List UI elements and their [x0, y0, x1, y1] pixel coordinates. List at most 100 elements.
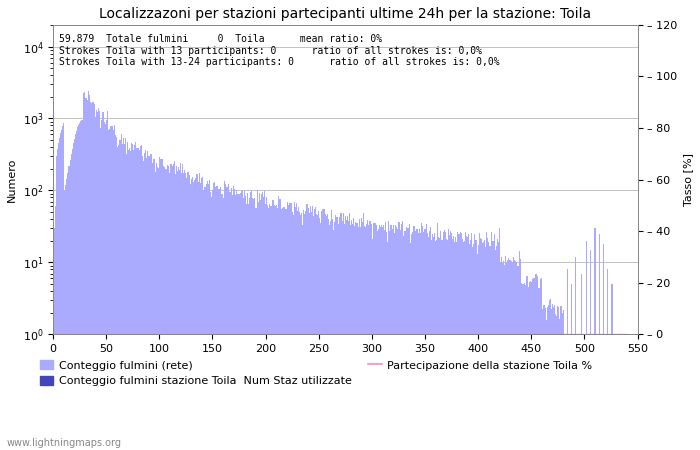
- Bar: [106, 111, 108, 450]
- Bar: [402, 221, 403, 450]
- Bar: [330, 221, 331, 450]
- Bar: [477, 245, 479, 450]
- Bar: [266, 198, 267, 450]
- Bar: [195, 178, 196, 450]
- Bar: [496, 246, 497, 450]
- Bar: [96, 110, 97, 450]
- Bar: [244, 191, 245, 450]
- Bar: [58, 143, 59, 450]
- Bar: [377, 231, 378, 450]
- Bar: [88, 91, 89, 450]
- Bar: [340, 213, 342, 450]
- Bar: [319, 218, 321, 450]
- Bar: [482, 243, 483, 450]
- Bar: [397, 229, 398, 450]
- Bar: [620, 334, 621, 450]
- Bar: [469, 244, 470, 450]
- Bar: [602, 334, 603, 450]
- Bar: [568, 334, 569, 450]
- Bar: [215, 187, 216, 450]
- Bar: [550, 299, 551, 450]
- Bar: [120, 134, 122, 450]
- Bar: [125, 138, 126, 450]
- Bar: [209, 180, 210, 450]
- Bar: [383, 225, 384, 450]
- Bar: [190, 179, 192, 450]
- Bar: [405, 230, 407, 450]
- Bar: [421, 223, 422, 450]
- Bar: [360, 218, 362, 450]
- Bar: [450, 230, 451, 450]
- Bar: [612, 334, 614, 450]
- Bar: [133, 150, 134, 450]
- Bar: [586, 241, 587, 450]
- Bar: [247, 194, 248, 450]
- Bar: [75, 135, 76, 450]
- Bar: [118, 145, 120, 450]
- Bar: [356, 223, 358, 450]
- Bar: [517, 266, 518, 450]
- Bar: [454, 242, 455, 450]
- Bar: [155, 163, 157, 450]
- Bar: [438, 237, 440, 450]
- Bar: [112, 126, 113, 450]
- Bar: [528, 282, 530, 450]
- Bar: [100, 128, 102, 450]
- Bar: [543, 305, 545, 450]
- Bar: [533, 278, 534, 450]
- Bar: [410, 243, 411, 450]
- Bar: [116, 137, 118, 450]
- Bar: [237, 194, 239, 450]
- Bar: [490, 246, 491, 450]
- Bar: [583, 334, 584, 450]
- Bar: [457, 232, 458, 450]
- Bar: [500, 262, 501, 450]
- Bar: [346, 220, 347, 450]
- Bar: [254, 198, 256, 450]
- Bar: [304, 214, 305, 450]
- Bar: [499, 228, 500, 450]
- Bar: [136, 148, 137, 450]
- Bar: [570, 334, 571, 450]
- Bar: [233, 186, 235, 450]
- Bar: [59, 138, 60, 450]
- Bar: [582, 334, 583, 450]
- Bar: [575, 256, 576, 450]
- Bar: [228, 184, 229, 450]
- Bar: [299, 212, 300, 450]
- Bar: [261, 194, 262, 450]
- Bar: [92, 102, 93, 450]
- Bar: [316, 214, 317, 450]
- Bar: [188, 175, 190, 450]
- Bar: [624, 334, 625, 450]
- Bar: [574, 334, 575, 450]
- Bar: [194, 180, 195, 450]
- Bar: [286, 209, 288, 450]
- Bar: [480, 238, 481, 450]
- Bar: [391, 229, 393, 450]
- Bar: [268, 207, 270, 450]
- Bar: [540, 279, 541, 450]
- Bar: [401, 225, 402, 450]
- Bar: [479, 233, 480, 450]
- Bar: [169, 173, 171, 450]
- Bar: [332, 219, 333, 450]
- Bar: [198, 182, 200, 450]
- Bar: [418, 233, 419, 450]
- Bar: [67, 173, 69, 450]
- Bar: [164, 167, 165, 450]
- Bar: [502, 263, 503, 450]
- Bar: [385, 222, 386, 450]
- Bar: [74, 139, 75, 450]
- Bar: [61, 130, 62, 450]
- Bar: [298, 207, 299, 450]
- Bar: [331, 210, 332, 450]
- Bar: [122, 138, 124, 450]
- Bar: [590, 250, 592, 450]
- Bar: [348, 220, 349, 450]
- Bar: [317, 215, 318, 450]
- Bar: [79, 123, 80, 450]
- Y-axis label: Numero: Numero: [7, 158, 17, 202]
- Bar: [225, 187, 227, 450]
- Bar: [80, 121, 81, 450]
